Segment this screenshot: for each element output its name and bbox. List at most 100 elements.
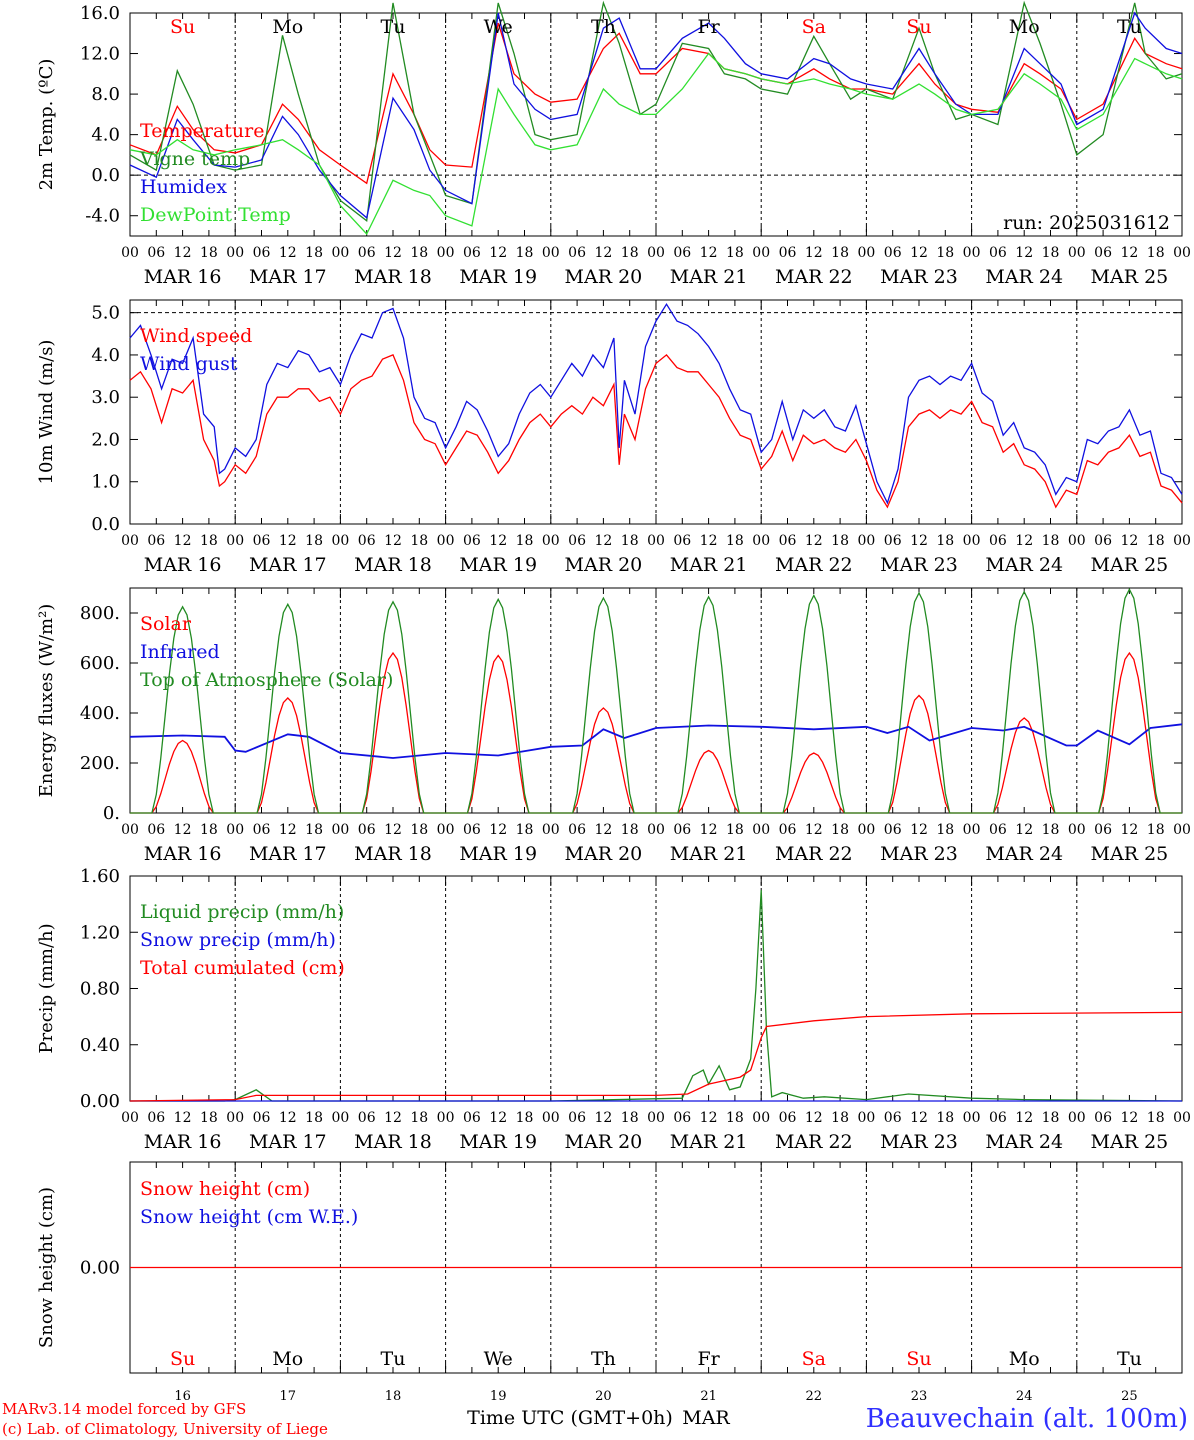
x-hour-label: 00 <box>963 822 981 838</box>
x-hour-label: 06 <box>147 1110 165 1126</box>
weekday-label: Th <box>591 1348 616 1370</box>
x-hour-label: 00 <box>542 533 560 549</box>
weekday-label: Fr <box>697 16 720 38</box>
x-hour-label: 18 <box>621 245 639 261</box>
x-hour-label: 18 <box>410 533 428 549</box>
x-hour-label: 12 <box>384 822 402 838</box>
x-hour-label: 00 <box>226 1110 244 1126</box>
x-hour-label: 00 <box>226 533 244 549</box>
x-hour-label: 12 <box>805 1110 823 1126</box>
y-tick-label: 1.60 <box>80 866 120 887</box>
x-hour-label: 18 <box>305 1110 323 1126</box>
legend-entry: Liquid precip (mm/h) <box>140 901 344 923</box>
day-number-label: 18 <box>385 1389 402 1404</box>
x-hour-label: 12 <box>910 822 928 838</box>
x-hour-label: 00 <box>1068 533 1086 549</box>
x-hour-label: 00 <box>963 245 981 261</box>
weekday-label: Tu <box>381 1348 406 1370</box>
y-tick-label: 0. <box>103 803 120 824</box>
x-hour-label: 18 <box>1147 245 1165 261</box>
x-date-label: MAR 21 <box>670 554 748 576</box>
x-date-label: MAR 23 <box>880 266 958 288</box>
x-hour-label: 18 <box>726 533 744 549</box>
x-date-label: MAR 23 <box>880 843 958 865</box>
x-hour-label: 00 <box>857 822 875 838</box>
day-number-label: 24 <box>1016 1389 1033 1404</box>
x-date-label: MAR 18 <box>354 1131 432 1153</box>
x-hour-label: 18 <box>621 822 639 838</box>
y-tick-label: 4.0 <box>91 345 120 366</box>
x-hour-label: 18 <box>516 1110 534 1126</box>
day-number-label: 19 <box>490 1389 507 1404</box>
x-hour-label: 06 <box>253 1110 271 1126</box>
x-hour-label: 12 <box>279 245 297 261</box>
x-hour-label: 00 <box>121 1110 139 1126</box>
x-hour-label: 12 <box>384 1110 402 1126</box>
x-date-label: MAR 20 <box>565 554 643 576</box>
x-hour-label: 18 <box>410 822 428 838</box>
weekday-label: Tu <box>1117 1348 1142 1370</box>
x-date-label: MAR 17 <box>249 554 327 576</box>
x-hour-label: 06 <box>463 533 481 549</box>
x-hour-label: 00 <box>226 245 244 261</box>
x-hour-label: 12 <box>700 822 718 838</box>
x-hour-label: 12 <box>1015 533 1033 549</box>
weekday-label: Tu <box>1117 16 1142 38</box>
x-date-label: MAR 16 <box>144 1131 222 1153</box>
x-hour-label: 06 <box>463 822 481 838</box>
x-axis-title: Time UTC (GMT+0h) <box>467 1407 673 1429</box>
series-line-humidex <box>129 11 1183 219</box>
x-hour-label: 00 <box>963 533 981 549</box>
x-hour-label: 06 <box>884 245 902 261</box>
y-tick-label: 8.0 <box>91 84 120 105</box>
x-date-label: MAR 23 <box>880 554 958 576</box>
legend-entry: Temperature <box>140 120 264 142</box>
x-date-label: MAR 19 <box>459 1131 537 1153</box>
y-tick-label: 1.20 <box>80 922 120 943</box>
series-line-wind-gust <box>129 302 1183 505</box>
x-hour-label: 12 <box>279 533 297 549</box>
x-hour-label: 00 <box>752 533 770 549</box>
weekday-label: We <box>484 1348 513 1370</box>
x-hour-label: 06 <box>568 822 586 838</box>
x-hour-label: 18 <box>1042 533 1060 549</box>
x-hour-label: 18 <box>726 822 744 838</box>
x-hour-label: 06 <box>253 822 271 838</box>
weekday-label: Sa <box>802 1348 826 1370</box>
x-hour-label: 12 <box>384 533 402 549</box>
x-date-label: MAR 17 <box>249 266 327 288</box>
weekday-label: Su <box>906 16 931 38</box>
x-hour-label: 18 <box>200 822 218 838</box>
weekday-label: Mo <box>272 1348 303 1370</box>
x-hour-label: 18 <box>305 533 323 549</box>
series-line-infrared <box>129 723 1183 759</box>
x-date-label: MAR 17 <box>249 843 327 865</box>
x-hour-label: 18 <box>831 1110 849 1126</box>
x-date-label: MAR 25 <box>1091 554 1169 576</box>
x-hour-label: 00 <box>963 1110 981 1126</box>
y-tick-label: 12.0 <box>80 44 120 65</box>
x-hour-label: 00 <box>437 1110 455 1126</box>
plot-frame <box>129 12 1183 237</box>
x-hour-label: 18 <box>831 533 849 549</box>
x-hour-label: 12 <box>279 822 297 838</box>
x-hour-label: 18 <box>621 533 639 549</box>
y-tick-label: -4.0 <box>85 206 120 227</box>
weekday-label: Mo <box>1009 16 1040 38</box>
day-number-label: 25 <box>1121 1389 1138 1404</box>
y-tick-label: 3.0 <box>91 387 120 408</box>
x-hour-label: 00 <box>331 1110 349 1126</box>
x-hour-label: 06 <box>1094 245 1112 261</box>
x-hour-label: 06 <box>989 1110 1007 1126</box>
legend-entry: Wind speed <box>140 325 252 347</box>
x-hour-label: 06 <box>568 1110 586 1126</box>
day-number-label: 21 <box>700 1389 717 1404</box>
day-number-label: 22 <box>806 1389 823 1404</box>
weekday-label: Fr <box>697 1348 720 1370</box>
x-hour-label: 00 <box>647 533 665 549</box>
y-tick-label: 800. <box>80 603 120 624</box>
x-date-label: MAR 22 <box>775 843 853 865</box>
legend-entry: Snow height (cm) <box>140 1178 310 1200</box>
x-date-label: MAR 22 <box>775 554 853 576</box>
legend-entry: Solar <box>140 613 192 635</box>
